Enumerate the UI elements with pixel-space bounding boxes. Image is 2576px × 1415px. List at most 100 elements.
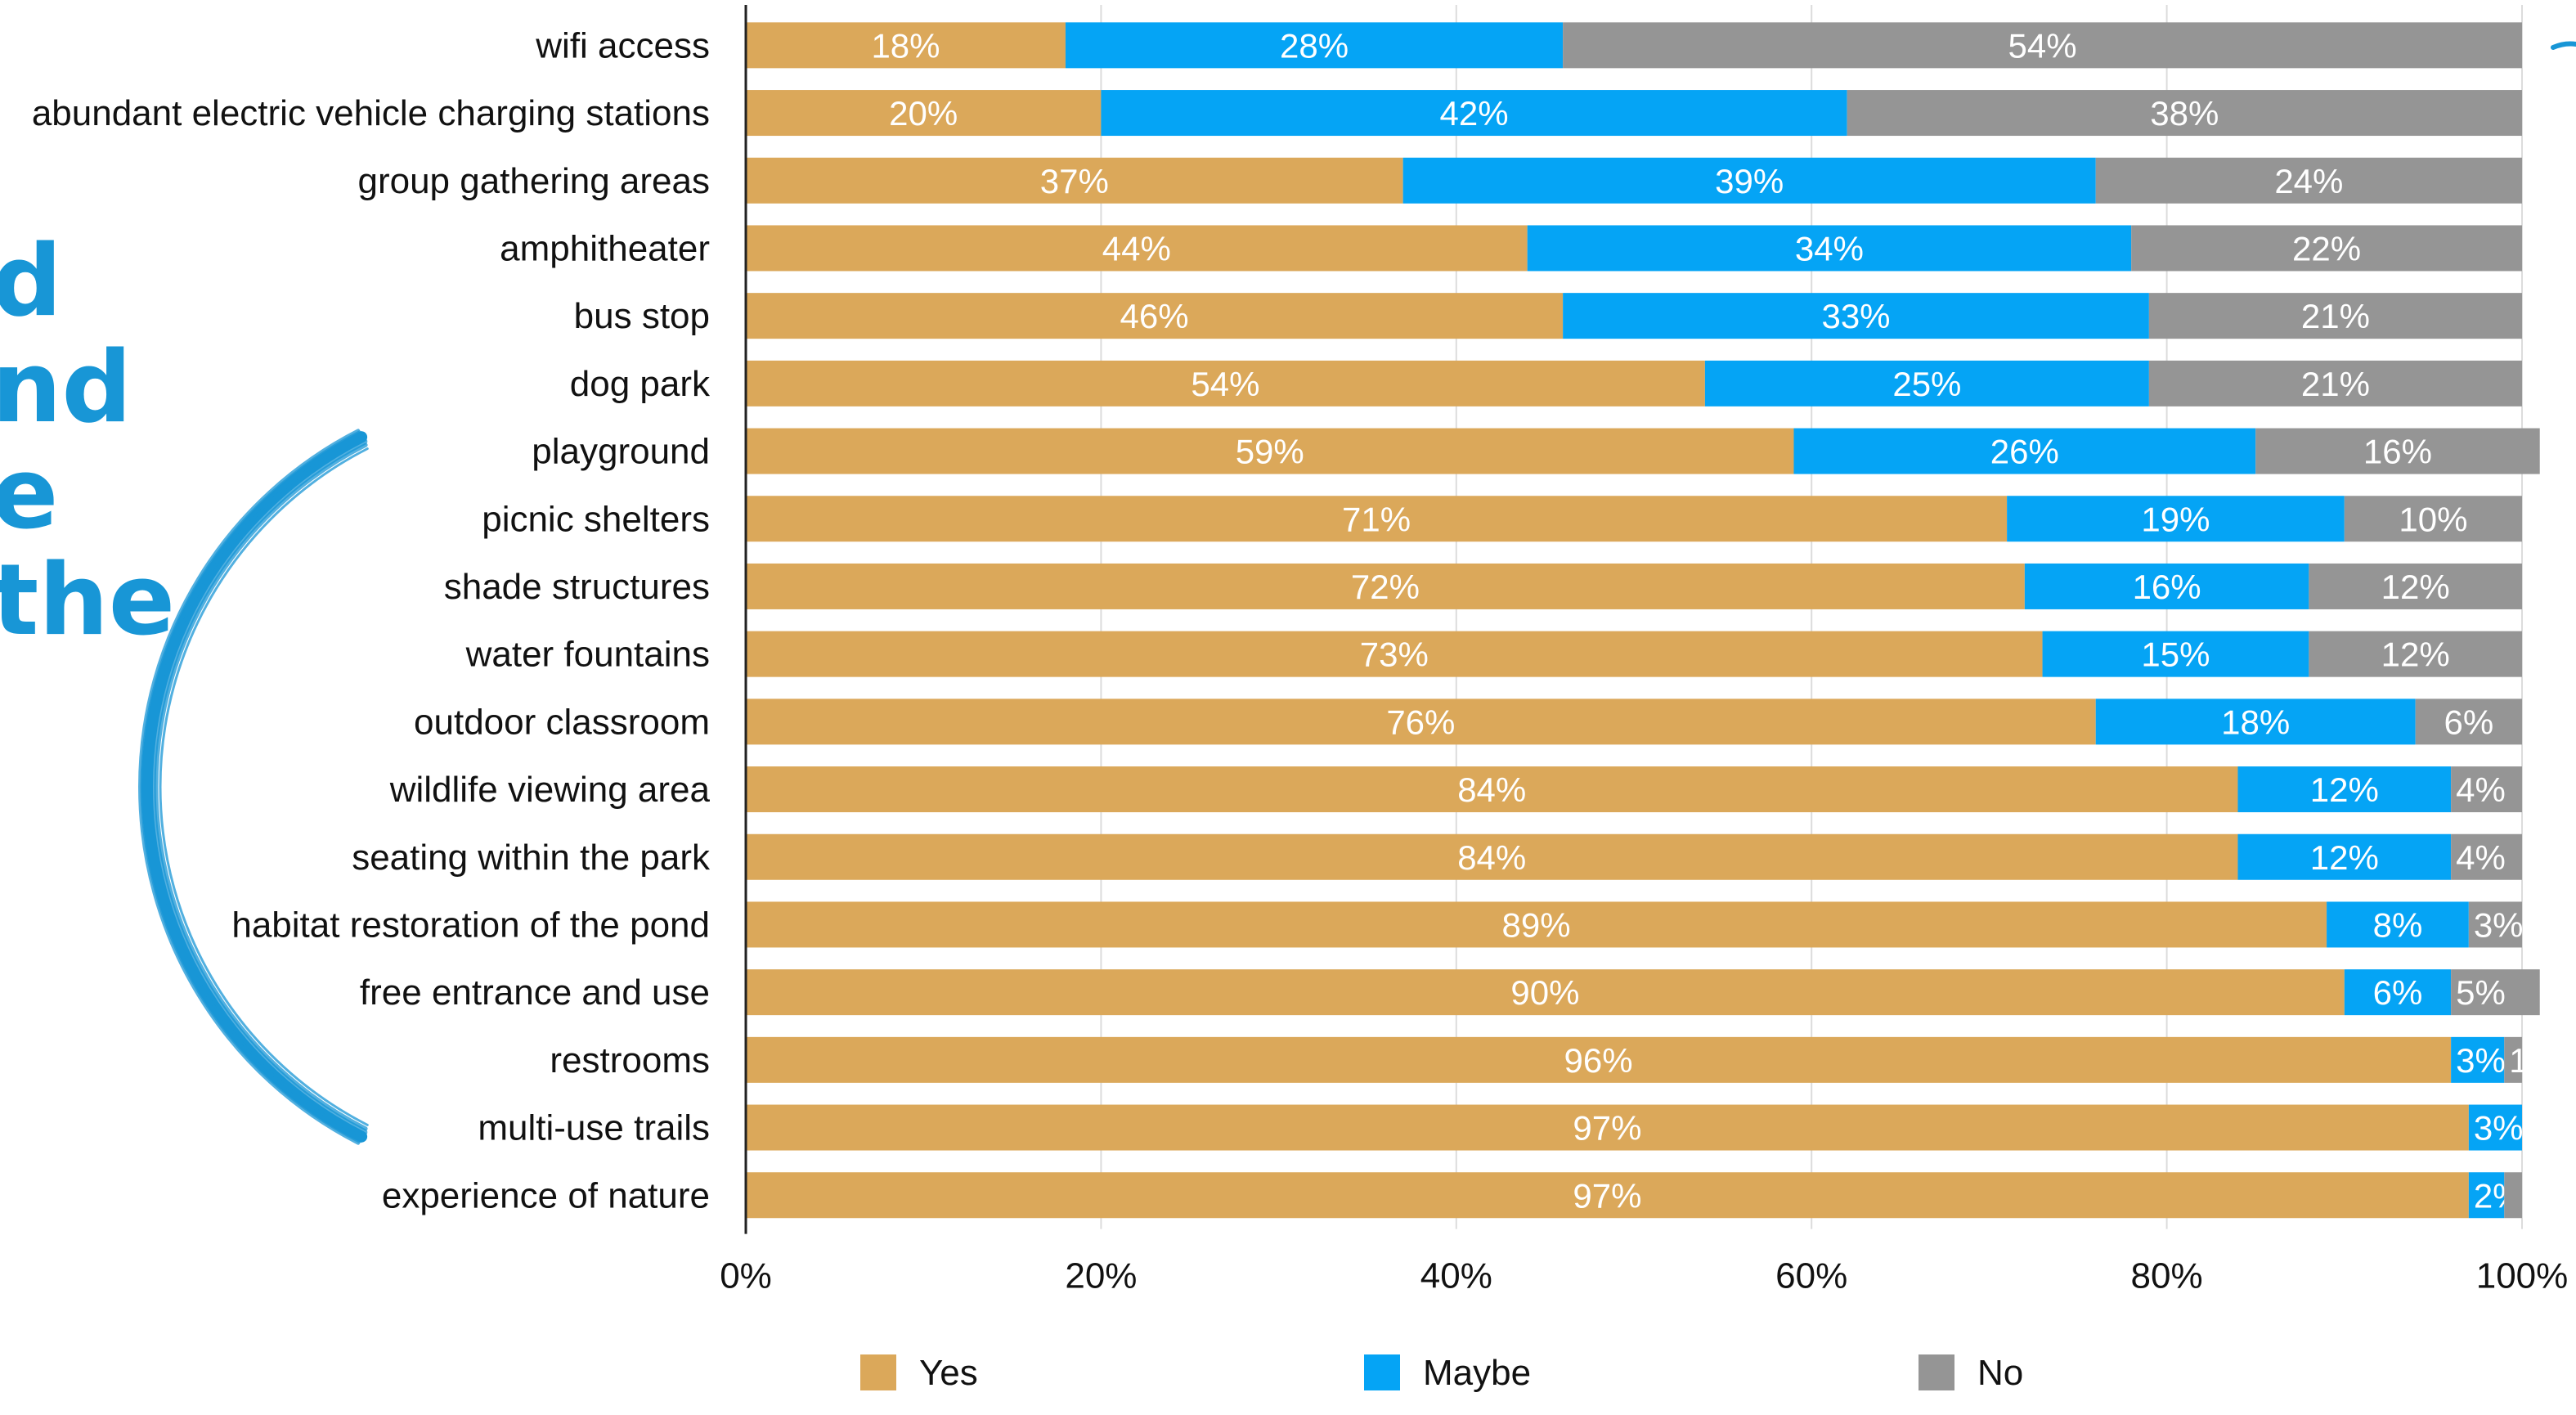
deco-fragment-1: d [0, 225, 62, 339]
data-label: 21% [2301, 297, 2370, 335]
category-label: abundant electric vehicle charging stati… [32, 93, 710, 133]
x-tick-label: 40% [1420, 1256, 1492, 1296]
category-label: dog park [570, 364, 711, 404]
brush-stroke-icon [138, 429, 369, 1145]
data-label: 6% [2373, 973, 2423, 1012]
category-labels: wifi access abundant electric vehicle cha… [32, 25, 711, 1215]
bar-segment-no [2148, 360, 2522, 407]
bar-segment-no [2504, 1036, 2522, 1083]
x-tick-label: 80% [2131, 1256, 2203, 1296]
bar-segment-maybe [2237, 766, 2452, 813]
bar-segment-yes [746, 766, 2238, 813]
data-label: 37% [1040, 162, 1109, 200]
bar-segment-maybe [1402, 157, 2096, 204]
data-label: 54% [2008, 26, 2077, 65]
deco-fragment-4: the [0, 544, 175, 658]
data-label: 84% [1457, 770, 1526, 809]
category-label: water fountains [465, 635, 710, 675]
bars: 18% 28% 54%20% 42% 38%37% 39% 24%44% 34% 22%46% 3… [746, 22, 2540, 1219]
data-label: 39% [1715, 162, 1784, 200]
bar-segment-no [2309, 563, 2522, 609]
data-label: 97% [1573, 1176, 1641, 1215]
category-label: amphitheater [500, 228, 710, 268]
data-label: 3% [2474, 905, 2524, 944]
data-label: 26% [1990, 433, 2059, 471]
category-label: outdoor classroom [414, 702, 710, 742]
data-label: 3% [2456, 1041, 2506, 1080]
data-label: 12% [2310, 838, 2379, 877]
data-label: 3% [2474, 1109, 2524, 1148]
bar-segment-no [2451, 766, 2522, 813]
bar-segment-yes [746, 293, 1564, 339]
bar-segment-maybe [2468, 1104, 2522, 1151]
data-label: 72% [1351, 568, 1420, 606]
bar-segment-maybe [1563, 293, 2149, 339]
data-label: 42% [1439, 94, 1508, 133]
x-tick-label: 20% [1065, 1256, 1137, 1296]
bar-segment-no [2095, 157, 2522, 204]
data-label: 76% [1386, 703, 1455, 741]
data-label: 24% [2274, 162, 2343, 200]
data-label: 18% [871, 26, 940, 65]
bar-segment-no [2344, 496, 2522, 542]
data-label: 25% [1892, 365, 1961, 403]
data-label: 16% [2133, 568, 2201, 606]
bar-segment-yes [746, 428, 1794, 474]
brush-stroke-line [140, 430, 363, 1143]
legend-swatch [1364, 1354, 1400, 1390]
bar-segment-no [2148, 293, 2522, 339]
bar-segment-maybe [1793, 428, 2256, 474]
data-label: 97% [1573, 1109, 1641, 1148]
category-label: group gathering areas [357, 161, 710, 201]
data-label: 46% [1120, 297, 1189, 335]
category-label: shade structures [444, 567, 710, 607]
bar-segment-no [2309, 631, 2522, 677]
bar-segment-maybe [2468, 1172, 2505, 1219]
brush-stroke-line [138, 429, 360, 1145]
x-axis-ticks: 0% 20% 40% 60% 80% 100% [720, 1256, 2568, 1296]
x-tick-label: 100% [2476, 1256, 2569, 1296]
data-label: 71% [1342, 500, 1411, 538]
legend: Yes Maybe No [860, 1353, 2023, 1393]
data-label: 5% [2456, 973, 2506, 1012]
category-label: wildlife viewing area [389, 770, 711, 810]
data-label: 4% [2456, 770, 2506, 809]
category-label: picnic shelters [482, 499, 710, 539]
bar-segment-yes [746, 833, 2238, 880]
category-label: habitat restoration of the pond [231, 905, 710, 945]
bar-segment-maybe [2095, 699, 2416, 745]
bar-segment-yes [746, 90, 1102, 137]
data-label: 4% [2456, 838, 2506, 877]
data-label: 38% [2150, 94, 2219, 133]
bar-segment-no [1847, 90, 2522, 137]
bar-segment-yes [746, 1036, 2452, 1083]
bar-segment-no [2504, 1172, 2522, 1219]
data-label: 33% [1821, 297, 1890, 335]
data-label: 20% [889, 94, 958, 133]
bar-segment-yes [746, 699, 2096, 745]
data-label: 59% [1236, 433, 1304, 471]
data-label: 12% [2381, 568, 2450, 606]
legend-swatch [860, 1354, 896, 1390]
legend-label: No [1977, 1353, 2023, 1393]
data-label: 15% [2141, 636, 2210, 674]
category-label: multi-use trails [478, 1108, 710, 1148]
data-label: 19% [2141, 500, 2210, 538]
data-label: 96% [1564, 1041, 1633, 1080]
bar-segment-yes [746, 631, 2043, 677]
bar-segment-no [2451, 833, 2522, 880]
deco-fragment-3: e [0, 438, 58, 551]
bar-segment-maybe [1527, 225, 2132, 272]
category-label: free entrance and use [360, 973, 710, 1013]
bar-segment-maybe [2344, 969, 2452, 1016]
data-label: 18% [2221, 703, 2290, 741]
bar-segment-yes [746, 563, 2025, 609]
brush-stroke-line [154, 442, 368, 1131]
bar-segment-maybe [1704, 360, 2149, 407]
bar-segment-maybe [1065, 22, 1564, 69]
bar-segment-no [2415, 699, 2522, 745]
data-label: 6% [2444, 703, 2493, 741]
bar-segment-maybe [2042, 631, 2309, 677]
